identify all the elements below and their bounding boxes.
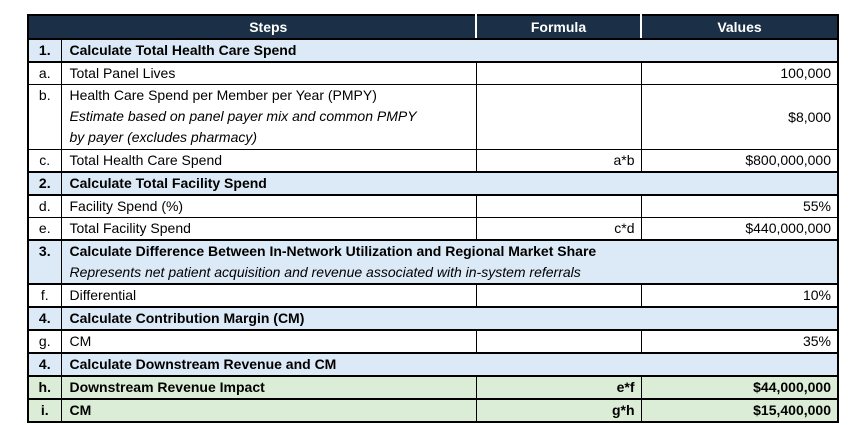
- formula-cell: [475, 283, 642, 308]
- section-title: Calculate Downstream Revenue and CM: [60, 352, 839, 377]
- section-row-3: 3. Calculate Difference Between In-Netwo…: [27, 239, 839, 285]
- value-cell: $800,000,000: [640, 149, 839, 173]
- section-title: Calculate Contribution Margin (CM): [60, 306, 839, 331]
- result-row-i: i. CM g*h $15,400,000: [27, 398, 839, 423]
- row-num: a.: [27, 61, 62, 85]
- table-row-a: a. Total Panel Lives 100,000: [27, 61, 839, 85]
- row-num: b.: [27, 84, 62, 150]
- step-label: Downstream Revenue Impact: [60, 375, 477, 400]
- value-cell: 35%: [640, 329, 839, 354]
- row-num: d.: [27, 194, 62, 218]
- section-row-5: 4. Calculate Downstream Revenue and CM: [27, 352, 839, 377]
- value-cell: $44,000,000: [640, 375, 839, 400]
- step-label: Health Care Spend per Member per Year (P…: [60, 84, 477, 150]
- formula-cell: [475, 329, 642, 354]
- step-label-note: Estimate based on panel payer mix and co…: [69, 108, 417, 124]
- value-cell: 10%: [640, 283, 839, 308]
- row-num: 2.: [27, 171, 62, 196]
- value-cell: $15,400,000: [640, 398, 839, 423]
- row-num: e.: [27, 217, 62, 241]
- formula-cell: e*f: [475, 375, 642, 400]
- section-row-2: 2. Calculate Total Facility Spend: [27, 171, 839, 196]
- formula-cell: a*b: [475, 149, 642, 173]
- section-title: Calculate Total Facility Spend: [60, 171, 839, 196]
- header-num-cell: [27, 14, 62, 40]
- step-label: CM: [60, 329, 477, 354]
- row-num: 4.: [27, 306, 62, 331]
- calculation-table-container: Steps Formula Values 1. Calculate Total …: [27, 14, 839, 423]
- header-formula: Formula: [475, 14, 642, 40]
- table-row-f: f. Differential 10%: [27, 283, 839, 308]
- section-title: Calculate Difference Between In-Network …: [60, 239, 839, 285]
- section-title: Calculate Total Health Care Spend: [60, 38, 839, 63]
- result-row-h: h. Downstream Revenue Impact e*f $44,000…: [27, 375, 839, 400]
- table-row-b: b. Health Care Spend per Member per Year…: [27, 84, 839, 150]
- row-num: h.: [27, 375, 62, 400]
- table-row-d: d. Facility Spend (%) 55%: [27, 194, 839, 218]
- step-label: Total Facility Spend: [60, 217, 477, 241]
- value-cell: $440,000,000: [640, 217, 839, 241]
- row-num: g.: [27, 329, 62, 354]
- formula-cell: [475, 194, 642, 218]
- value-cell: 100,000: [640, 61, 839, 85]
- step-label: Facility Spend (%): [60, 194, 477, 218]
- step-label: Total Panel Lives: [60, 61, 477, 85]
- step-label: CM: [60, 398, 477, 423]
- table-row-c: c. Total Health Care Spend a*b $800,000,…: [27, 149, 839, 173]
- row-num: 3.: [27, 239, 62, 285]
- formula-cell: [475, 61, 642, 85]
- formula-cell: g*h: [475, 398, 642, 423]
- row-num: i.: [27, 398, 62, 423]
- row-num: f.: [27, 283, 62, 308]
- table-row-e: e. Total Facility Spend c*d $440,000,000: [27, 217, 839, 241]
- step-label: Differential: [60, 283, 477, 308]
- header-row: Steps Formula Values: [27, 14, 839, 40]
- section-title-main: Calculate Difference Between In-Network …: [69, 243, 597, 259]
- section-row-1: 1. Calculate Total Health Care Spend: [27, 38, 839, 63]
- row-num: 1.: [27, 38, 62, 63]
- step-label-main: Health Care Spend per Member per Year (P…: [69, 87, 377, 103]
- step-label-note: by payer (excludes pharmacy): [69, 129, 258, 145]
- header-values: Values: [640, 14, 839, 40]
- table-row-g: g. CM 35%: [27, 329, 839, 354]
- section-title-note: Represents net patient acquisition and r…: [69, 264, 581, 280]
- header-steps: Steps: [60, 14, 477, 40]
- downstream-revenue-calculation-table: Steps Formula Values 1. Calculate Total …: [27, 14, 839, 423]
- formula-cell: c*d: [475, 217, 642, 241]
- row-num: c.: [27, 149, 62, 173]
- step-label: Total Health Care Spend: [60, 149, 477, 173]
- row-num: 4.: [27, 352, 62, 377]
- value-cell: 55%: [640, 194, 839, 218]
- value-cell: $8,000: [640, 84, 839, 150]
- section-row-4: 4. Calculate Contribution Margin (CM): [27, 306, 839, 331]
- formula-cell: [475, 84, 642, 150]
